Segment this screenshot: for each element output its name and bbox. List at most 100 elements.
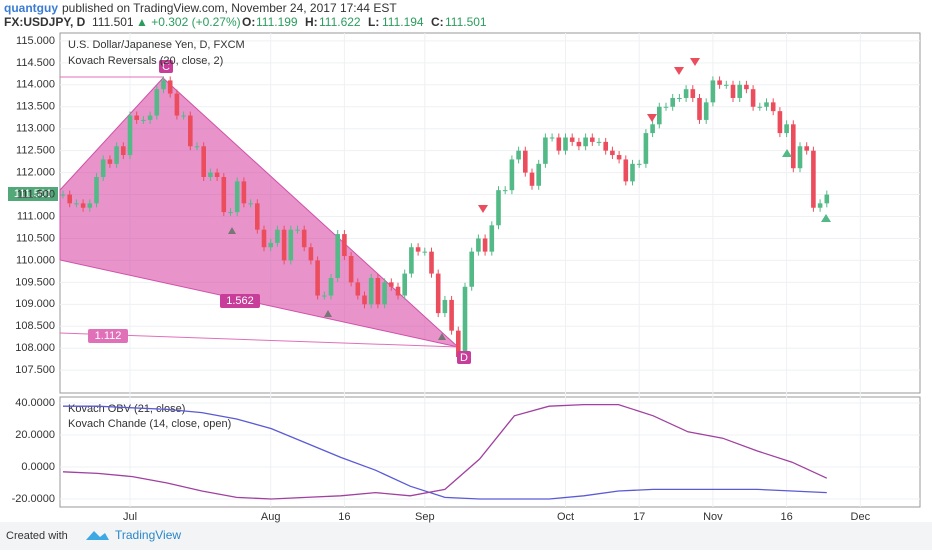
candle — [724, 84, 729, 86]
candles — [60, 76, 830, 361]
candle — [623, 159, 629, 182]
candle — [804, 146, 809, 151]
y-tick-label: 107.500 — [15, 364, 55, 376]
candle — [174, 93, 180, 116]
ohlc-value: 111.199 — [256, 15, 298, 29]
ohlc-value: 111.622 — [319, 15, 361, 29]
candle — [784, 124, 789, 134]
candle — [167, 80, 173, 94]
candle — [348, 256, 354, 283]
candle — [288, 229, 294, 261]
y-tick-label: 111.500 — [17, 188, 55, 200]
x-tick-label: Oct — [557, 511, 574, 523]
candle — [395, 286, 401, 296]
candle — [657, 106, 662, 125]
candle — [569, 137, 575, 142]
last-price: 111.501 — [14, 188, 52, 200]
candle — [462, 286, 468, 357]
candle — [147, 115, 153, 120]
candle — [67, 194, 72, 204]
y-tick-label: 109.500 — [15, 276, 55, 288]
y-tick-label: 113.500 — [16, 101, 55, 113]
candle — [214, 172, 220, 177]
candle — [221, 177, 227, 213]
candle — [744, 84, 749, 90]
candle — [489, 225, 495, 252]
candle — [141, 119, 146, 121]
candle — [703, 102, 709, 120]
candle — [409, 247, 414, 274]
ohlc-key: H: — [305, 15, 318, 29]
reversal-marker — [674, 67, 684, 75]
candle — [241, 181, 247, 204]
candle — [87, 203, 93, 208]
candle — [194, 146, 200, 148]
candle — [536, 163, 541, 186]
x-tick-label: 16 — [338, 511, 350, 523]
y-tick-label: 108.000 — [15, 342, 55, 354]
candle — [355, 282, 361, 296]
candle — [234, 181, 240, 213]
x-tick-label: Dec — [851, 511, 871, 523]
candle — [590, 137, 595, 142]
candle — [502, 190, 508, 192]
reversal-marker — [690, 58, 700, 66]
reversal-marker — [438, 333, 446, 340]
candle — [670, 97, 675, 107]
candle — [811, 150, 816, 208]
label-box — [88, 329, 128, 343]
candle — [74, 203, 79, 205]
candle — [563, 137, 568, 151]
candle — [201, 146, 206, 177]
candle — [295, 229, 300, 231]
candle — [529, 172, 535, 186]
candle — [301, 229, 307, 248]
footer-brand[interactable]: TradingView — [115, 528, 181, 542]
candle — [482, 238, 488, 252]
label-box — [457, 351, 471, 364]
candle — [650, 124, 655, 134]
candle — [402, 273, 407, 296]
candle — [80, 203, 86, 208]
ohlc: O: 111.199 H: 111.622 L: 111.194 C: 111.501 — [242, 15, 487, 29]
reversal-marker — [228, 227, 236, 234]
candle — [435, 273, 441, 314]
candle — [389, 282, 394, 287]
candle — [476, 238, 481, 252]
candle — [690, 89, 696, 98]
x-tick-label: Aug — [261, 511, 281, 523]
candle — [322, 295, 327, 297]
x-tick-label: Nov — [703, 511, 723, 523]
indicator-line — [63, 405, 827, 500]
candle — [382, 282, 387, 305]
logo — [86, 531, 109, 540]
candle — [154, 89, 160, 116]
y-tick-label: 112.500 — [16, 145, 55, 157]
candle — [576, 141, 582, 147]
y-tick-label: 113.000 — [16, 123, 55, 135]
reversal-marker — [647, 114, 657, 122]
x-tick-label: Jul — [123, 511, 137, 523]
candle — [100, 159, 106, 177]
last-price-box — [8, 187, 58, 201]
indicator-label: Kovach Chande (14, close, open) — [68, 418, 231, 430]
candle — [710, 80, 716, 103]
candle — [683, 89, 689, 98]
candle — [824, 194, 830, 204]
candle — [636, 163, 642, 165]
candle — [188, 115, 193, 147]
candle — [677, 97, 682, 99]
reversal-marker — [821, 214, 831, 222]
candle — [496, 190, 501, 226]
candle — [543, 137, 548, 164]
y-tick-label: 111.000 — [17, 210, 55, 222]
candle — [328, 277, 334, 296]
candle — [797, 146, 803, 169]
user[interactable]: quantguy — [4, 1, 58, 15]
label-box — [220, 294, 260, 308]
candle — [549, 137, 555, 139]
candle — [757, 106, 763, 108]
annotation: C — [162, 61, 170, 73]
chart-title: U.S. Dollar/Japanese Yen, D, FXCM — [68, 39, 245, 51]
indicator-pane — [59, 396, 921, 508]
